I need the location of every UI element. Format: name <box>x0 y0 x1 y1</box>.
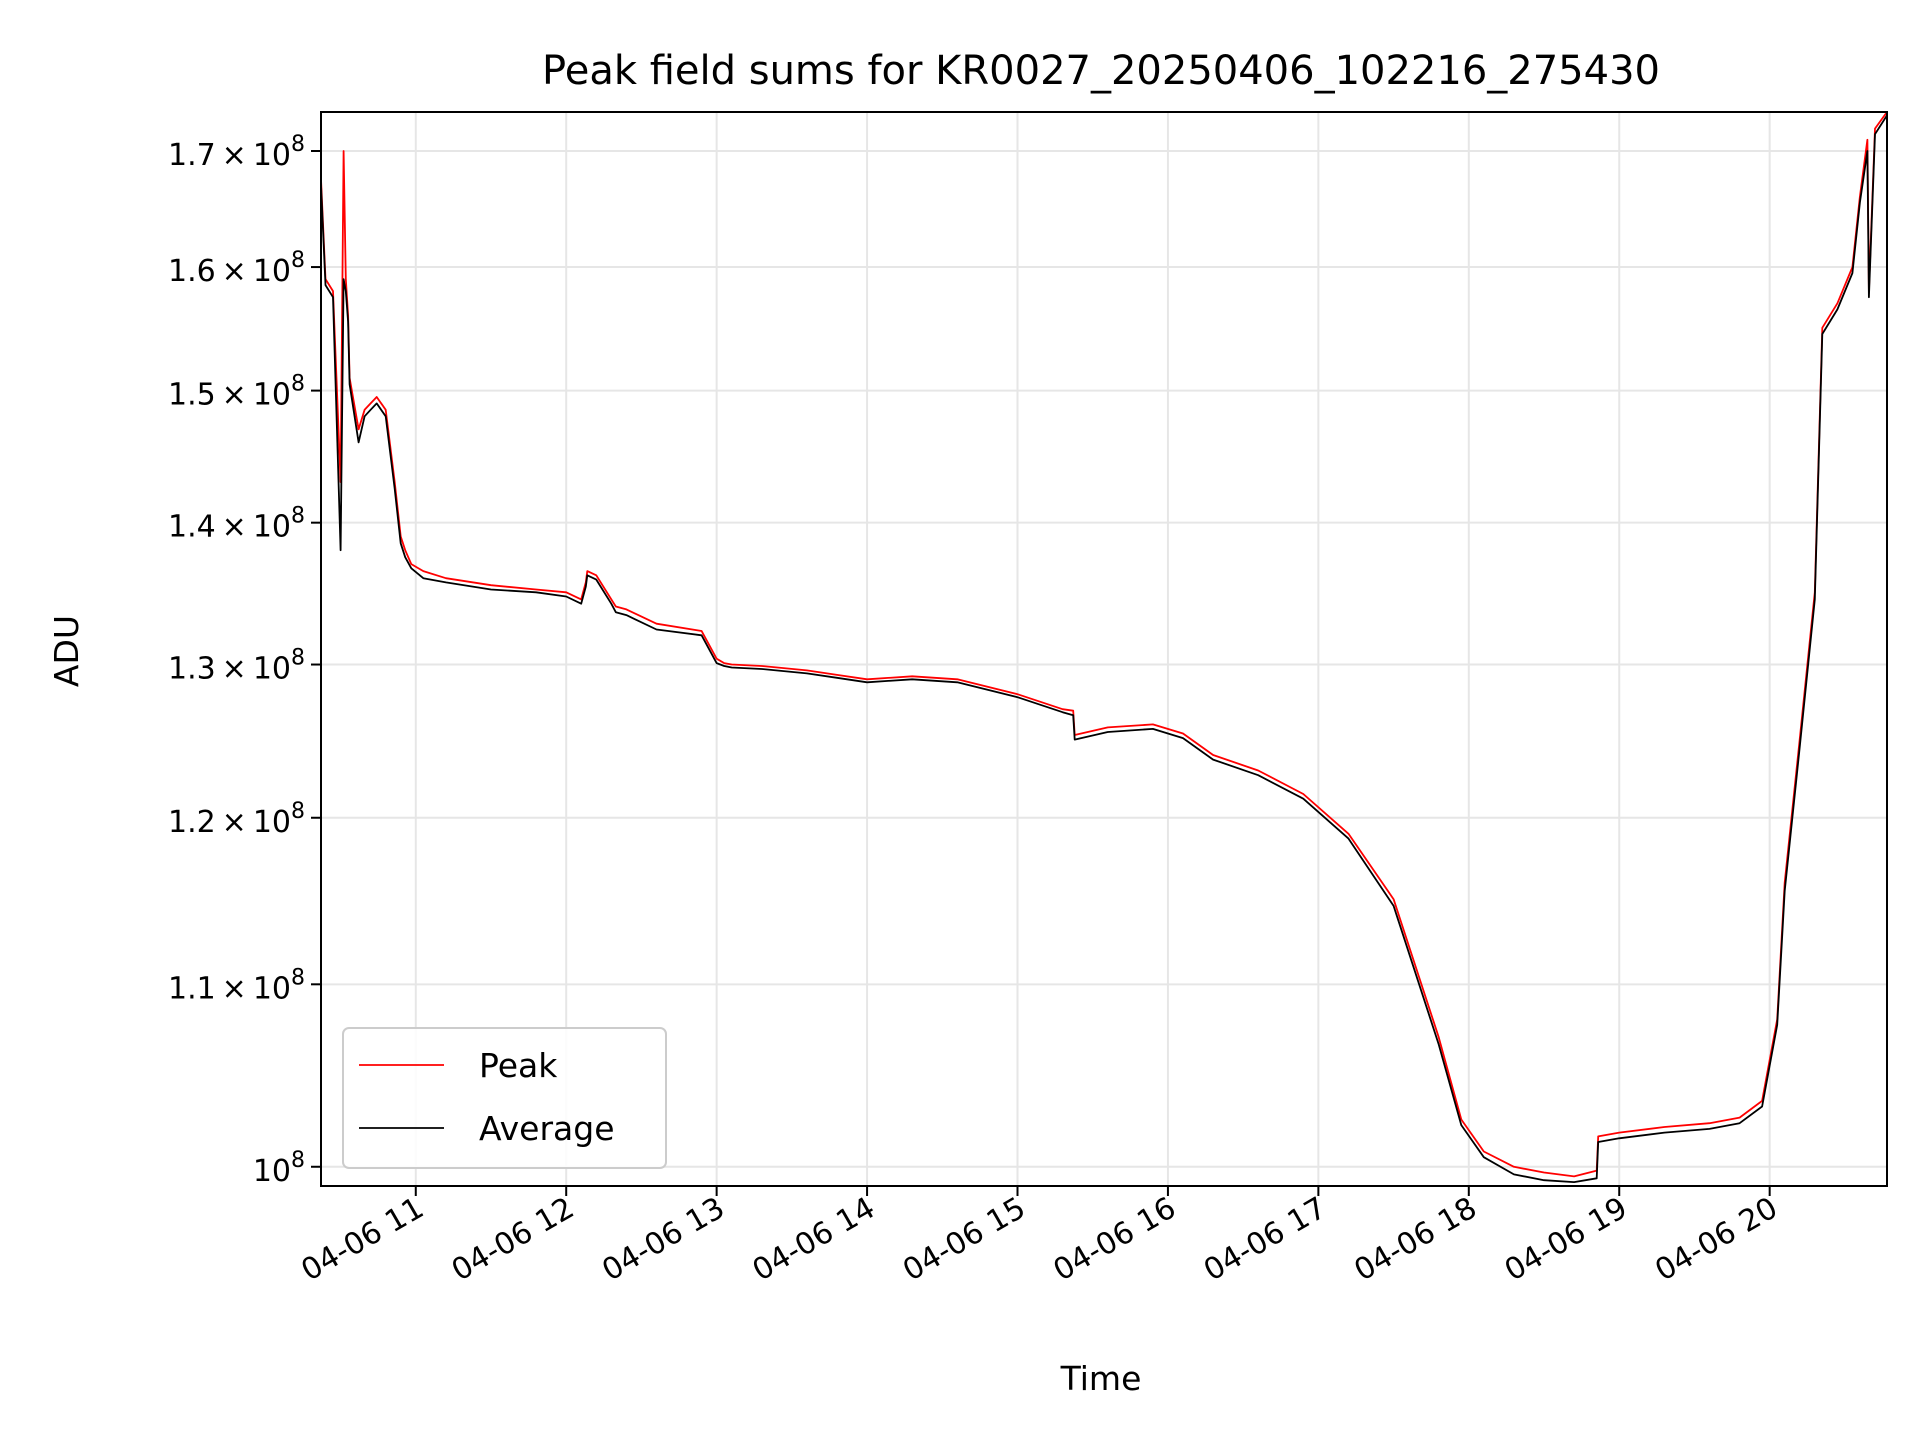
y-tick-label: 108 <box>253 1148 305 1189</box>
legend-label-peak: Peak <box>479 1046 558 1085</box>
y-tick-label: 1.2 × 108 <box>168 799 305 840</box>
x-axis-label: Time <box>1060 1359 1142 1398</box>
y-axis-label: ADU <box>47 615 86 687</box>
chart-title: Peak field sums for KR0027_20250406_1022… <box>542 48 1660 94</box>
y-tick-label: 1.7 × 108 <box>168 132 305 173</box>
grid <box>321 112 1887 1186</box>
y-tick-label: 1.1 × 108 <box>168 965 305 1006</box>
plot-area <box>320 111 1888 1187</box>
series-line-average <box>321 114 1887 1183</box>
y-tick-label: 1.6 × 108 <box>168 248 305 289</box>
legend-label-average: Average <box>479 1109 615 1148</box>
y-tick-label: 1.5 × 108 <box>168 372 305 413</box>
y-tick-label: 1.3 × 108 <box>168 646 305 687</box>
legend-box <box>342 1027 667 1169</box>
y-axis: 108 1.1 × 108 1.2 × 108 1.3 × 108 1.4 × 108 1… <box>168 132 321 1189</box>
legend: Peak Average <box>342 1027 667 1169</box>
plot-frame <box>320 111 1888 1187</box>
y-tick-label: 1.4 × 108 <box>168 504 305 545</box>
